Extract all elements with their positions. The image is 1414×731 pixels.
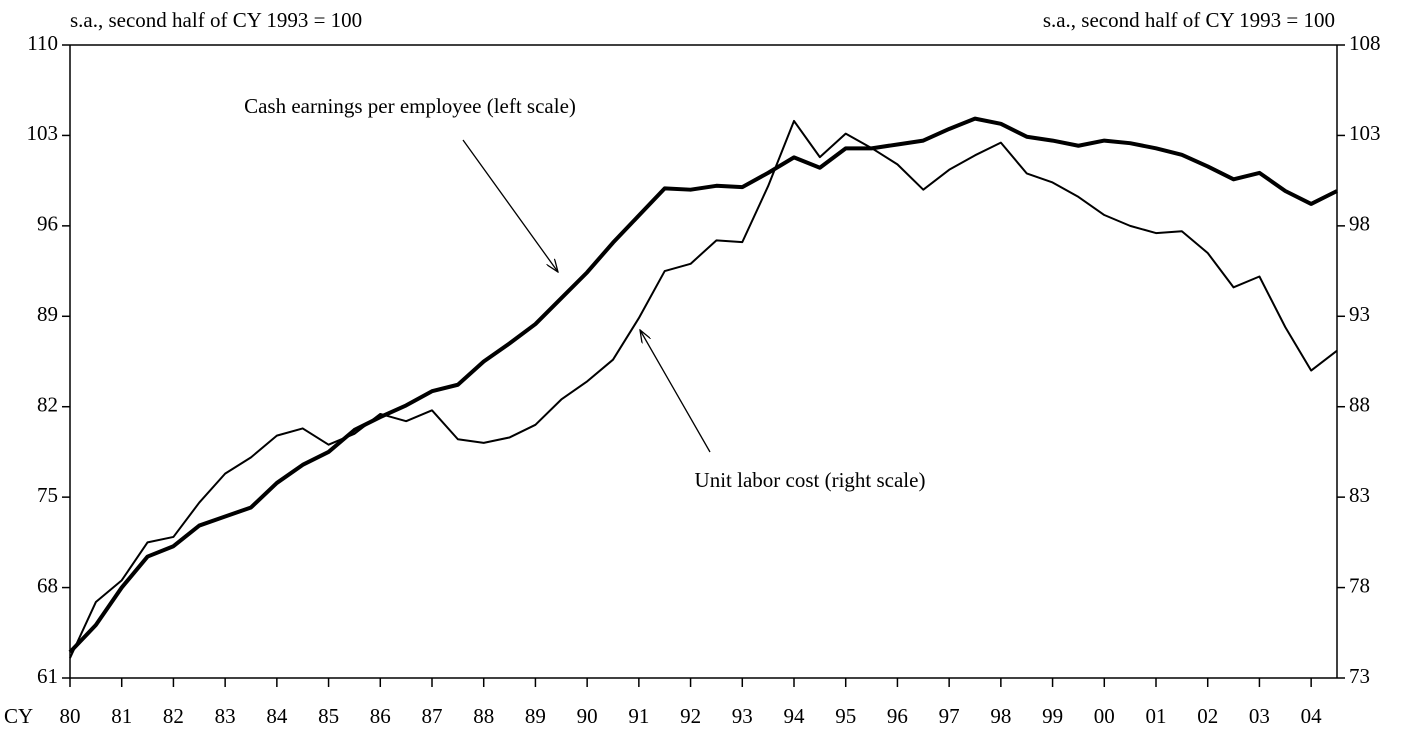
x-tick-label: 89 [525,704,546,728]
x-tick-label: 80 [60,704,81,728]
x-tick-label: 94 [784,704,806,728]
y-tick-label: 75 [37,483,58,507]
y2-tick-label: 83 [1349,483,1370,507]
y2-tick-label: 88 [1349,393,1370,417]
series-line [69,119,1338,659]
x-tick-label: 97 [939,704,960,728]
series-annotation: Unit labor cost (right scale) [695,468,926,492]
y2-tick-label: 103 [1349,121,1381,145]
x-tick-label: 81 [111,704,132,728]
x-tick-label: 87 [422,704,443,728]
x-tick-label: 95 [835,704,856,728]
x-tick-label: 98 [990,704,1011,728]
x-tick-label: 88 [473,704,494,728]
y-tick-label: 68 [37,573,58,597]
y2-axis-label: s.a., second half of CY 1993 = 100 [1043,8,1335,32]
annotation-arrow [640,330,711,453]
x-tick-label: 82 [163,704,184,728]
x-axis-label: CY [4,704,33,728]
series-line [68,116,1338,654]
y2-tick-label: 78 [1349,573,1370,597]
x-tick-label: 90 [577,704,598,728]
y-tick-label: 110 [27,31,58,55]
y-tick-label: 96 [37,212,58,236]
x-tick-label: 04 [1301,704,1323,728]
y2-tick-label: 73 [1349,664,1370,688]
y2-tick-label: 108 [1349,31,1381,55]
x-tick-label: 02 [1197,704,1218,728]
x-tick-label: 03 [1249,704,1270,728]
annotation-arrow [462,139,558,272]
x-tick-label: 96 [887,704,908,728]
y2-tick-label: 98 [1349,212,1370,236]
x-tick-label: 92 [680,704,701,728]
x-tick-label: 99 [1042,704,1063,728]
y-tick-label: 89 [37,302,58,326]
x-tick-label: 84 [266,704,288,728]
x-tick-label: 83 [215,704,236,728]
y2-tick-label: 93 [1349,302,1370,326]
x-tick-label: 91 [628,704,649,728]
series-annotation: Cash earnings per employee (left scale) [244,94,576,118]
y-axis-label: s.a., second half of CY 1993 = 100 [70,8,362,32]
y-tick-label: 82 [37,393,58,417]
x-tick-label: 86 [370,704,391,728]
x-tick-label: 00 [1094,704,1115,728]
y-tick-label: 61 [37,664,58,688]
x-tick-label: 85 [318,704,339,728]
y-tick-label: 103 [27,121,59,145]
x-tick-label: 93 [732,704,753,728]
x-tick-label: 01 [1146,704,1167,728]
